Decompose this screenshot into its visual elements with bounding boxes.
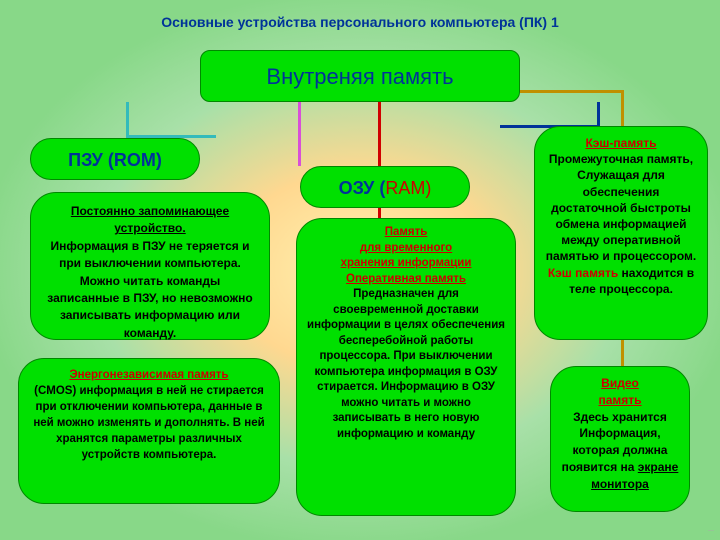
rom-desc-title: Постоянно запоминающее устройство. [71,204,229,235]
rom-desc: Постоянно запоминающее устройство. Инфор… [30,192,270,340]
page-title: Основные устройства персонального компью… [0,14,720,30]
ram-u3: хранения информации [341,257,472,269]
cache-r: Кэш память [548,266,618,280]
cache-desc: Кэш-память Промежуточная память, Служаща… [534,126,708,340]
ram-header-blue: ОЗУ ( [339,178,386,198]
ram-header: ОЗУ (RAM) [300,166,470,208]
cmos-desc: Энергонезависимая память (CMOS) информац… [18,358,280,504]
watermark: — [708,528,714,534]
video-u2: память [598,393,641,407]
connector-rom [126,102,216,138]
video-u1: Видео [601,376,639,390]
video-desc: Видео память Здесь хранится Информация, … [550,366,690,512]
ram-desc: Память для временного хранения информаци… [296,218,516,516]
ram-u4: Оперативная память [346,273,466,285]
cache-title: Кэш-память [585,136,656,150]
rom-desc-text: Информация в ПЗУ не теряется и при выклю… [47,239,252,340]
cmos-text: (CMOS) информация в ней не стирается при… [33,385,264,461]
connector-ram-head [298,102,301,166]
cmos-title: Энергонезависимая память [69,369,228,381]
cache-t1: Промежуточная память, Служащая для обесп… [546,152,697,263]
ram-text: Предназначен для своевременной доставки … [307,288,505,440]
ram-header-red: RAM) [385,178,431,198]
rom-header: ПЗУ (ROM) [30,138,200,180]
ram-u2: для временного [360,242,452,254]
ram-u1: Память [385,226,428,238]
main-node: Внутреняя память [200,50,520,102]
